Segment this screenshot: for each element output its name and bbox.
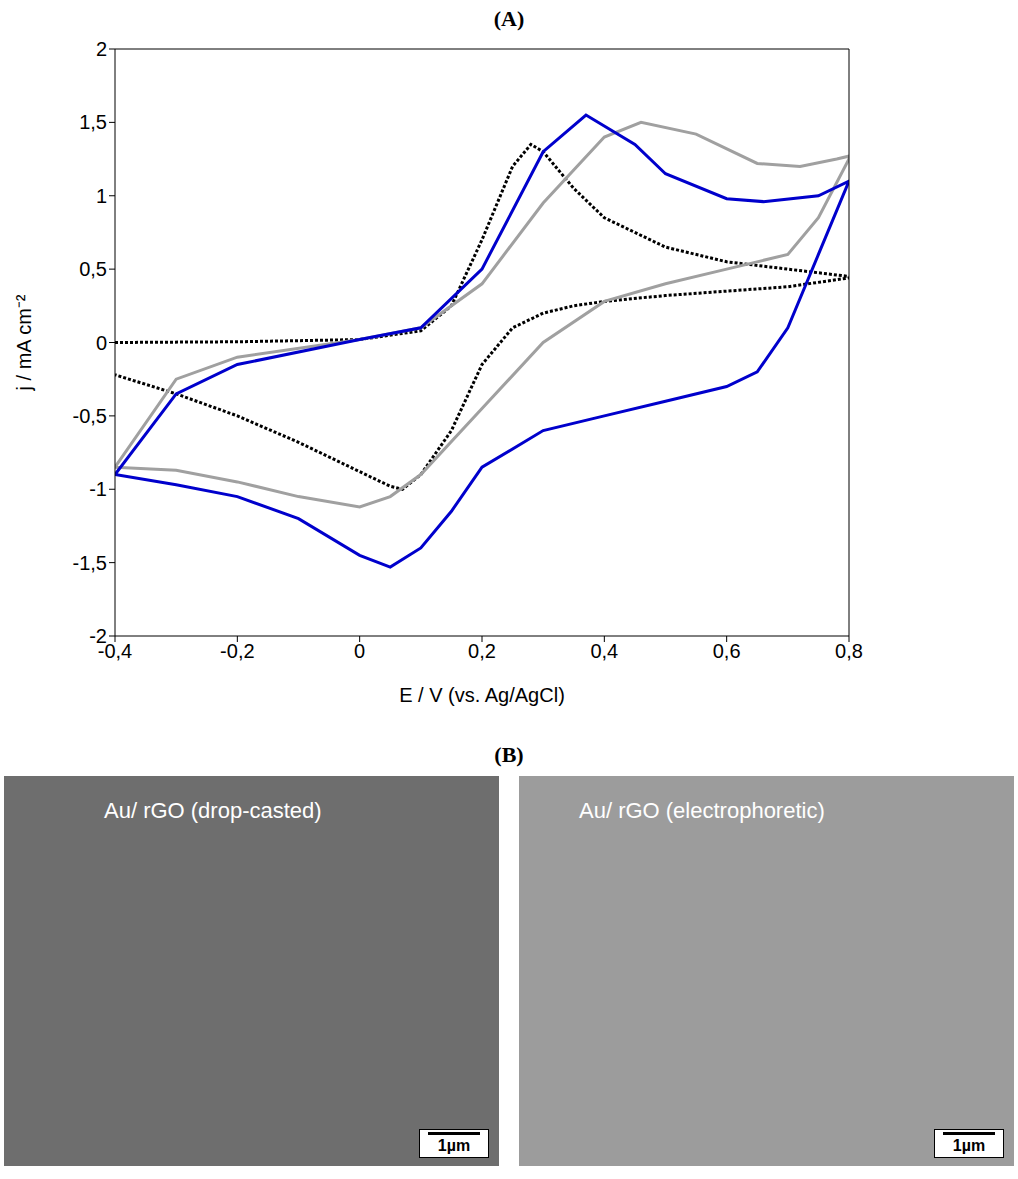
svg-text:0,4: 0,4: [590, 640, 618, 662]
html-text:1µm: 1µm: [952, 1137, 986, 1154]
html-text:(B): (B): [494, 742, 524, 767]
svg-text:-2: -2: [89, 625, 107, 647]
svg-text:0: 0: [96, 332, 107, 354]
svg-text:-0,5: -0,5: [73, 405, 107, 427]
svg-text:0,5: 0,5: [79, 258, 107, 280]
svg-text:-1: -1: [89, 478, 107, 500]
svg-text:-0,2: -0,2: [220, 640, 254, 662]
svg-text:j / mA cm⁻²: j / mA cm⁻²: [13, 294, 35, 391]
html-text:Au/ rGO (drop-casted): Au/ rGO (drop-casted): [104, 798, 322, 823]
svg-text:E / V (vs. Ag/AgCl): E / V (vs. Ag/AgCl): [399, 684, 565, 706]
svg-text:-0,4: -0,4: [97, 640, 133, 663]
svg-text:0,6: 0,6: [713, 640, 741, 662]
svg-text:0,2: 0,2: [468, 640, 496, 662]
svg-text:0,8: 0,8: [835, 640, 863, 662]
svg-text:2: 2: [96, 38, 107, 60]
svg-text:0: 0: [354, 640, 365, 662]
svg-text:-1,5: -1,5: [73, 552, 107, 574]
svg-text:1: 1: [96, 185, 107, 207]
html-text:1µm: 1µm: [437, 1137, 471, 1154]
svg-text:1,5: 1,5: [79, 111, 107, 133]
html-text:(A): (A): [493, 6, 525, 31]
html-text:Au/ rGO (electrophoretic): Au/ rGO (electrophoretic): [579, 798, 825, 823]
